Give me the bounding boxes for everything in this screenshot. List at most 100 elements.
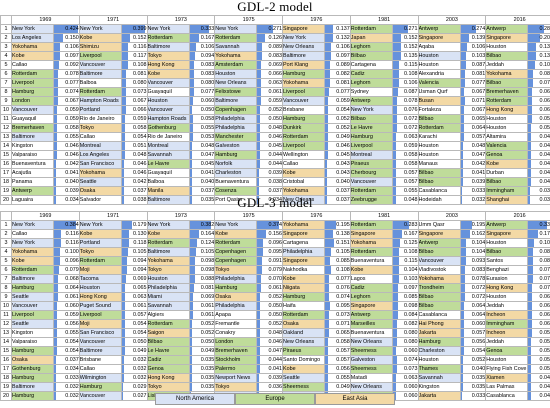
port-name: Houston [485, 238, 529, 248]
score-bar [189, 88, 194, 96]
score-value: 0.081 [336, 80, 350, 86]
score-cell: 0.040 [188, 177, 216, 187]
score-bar [393, 52, 401, 60]
score-bar [189, 257, 196, 265]
score-cell: 0.054 [120, 328, 148, 338]
score-bar [460, 248, 467, 256]
gdl2-table: 1969 1971 1973 1975 1976 1981 2003 2016 1 New Yor… [0, 15, 550, 205]
score-value: 0.064 [471, 312, 486, 318]
port-name: Moji [78, 319, 122, 329]
score-cell: 0.061 [256, 87, 283, 97]
score-value: 0.052 [268, 107, 282, 113]
score-bar [528, 25, 545, 33]
score-cell: 0.117 [120, 51, 148, 61]
score-cell: 0.094 [188, 51, 216, 61]
port-name: Leghorn [349, 42, 393, 52]
port-name: Wellington [282, 150, 325, 160]
score-bar [257, 70, 262, 78]
score-cell: 0.093 [459, 256, 487, 266]
score-value: 0.095 [336, 303, 350, 309]
score-bar [393, 257, 400, 265]
score-value: 0.056 [336, 366, 350, 372]
port-name: Busan [417, 96, 461, 106]
score-bar [325, 374, 329, 382]
score-cell: 0.059 [256, 96, 283, 106]
score-cell: 0.084 [527, 256, 550, 266]
table-row: 13 Kingston 0.055 San Francisco 0.054 Saigon 0… [0, 328, 550, 338]
score-value: 0.082 [404, 321, 418, 327]
port-name: Vancouver [11, 105, 54, 115]
score-bar [528, 311, 532, 319]
score-bar [460, 25, 477, 33]
score-bar [460, 257, 466, 265]
score-value: 0.059 [133, 116, 147, 122]
score-bar [54, 311, 58, 319]
port-name: Trondheim [417, 283, 461, 293]
score-cell: 0.050 [527, 364, 550, 374]
score-value: 0.038 [133, 197, 147, 203]
port-name: Tacoma [78, 274, 122, 284]
port-name: Rotterdam [214, 238, 258, 248]
score-bar [528, 187, 531, 195]
port-name: Baltimore [78, 69, 122, 79]
score-bar [54, 392, 56, 400]
rank-number: 14 [0, 141, 12, 151]
score-bar [122, 61, 128, 69]
score-value: 0.104 [539, 240, 550, 246]
score-value: 0.063 [133, 294, 147, 300]
score-value: 0.055 [200, 125, 215, 131]
score-value: 0.076 [539, 80, 550, 86]
port-name: Puget Sound [78, 301, 122, 311]
rank-number: 3 [0, 42, 12, 52]
port-name: Newport News [214, 373, 258, 383]
score-cell: 0.162 [459, 229, 487, 239]
score-value: 0.046 [65, 143, 79, 149]
port-name: Singapore [282, 24, 325, 34]
score-bar [54, 178, 57, 186]
port-name: Valencia [417, 78, 461, 88]
score-value: 0.095 [268, 249, 282, 255]
score-cell: 0.081 [527, 69, 550, 79]
score-bar [393, 43, 402, 51]
port-name: Hong Kong [146, 60, 190, 70]
score-value: 0.046 [133, 161, 147, 167]
score-bar [460, 97, 465, 105]
score-cell: 0.098 [188, 265, 216, 275]
port-name: Rotterdam [146, 319, 190, 329]
score-cell: 0.106 [391, 78, 419, 88]
score-cell: 0.048 [527, 150, 550, 160]
port-name: Bilbao [417, 114, 461, 124]
score-value: 0.064 [471, 303, 486, 309]
score-cell: 0.274 [459, 24, 487, 34]
port-name: Portland [78, 105, 122, 115]
score-cell: 0.049 [120, 346, 148, 356]
score-cell: 0.135 [391, 51, 419, 61]
score-bar [257, 124, 260, 132]
port-name: Panama [11, 177, 54, 187]
score-bar [122, 311, 126, 319]
port-name: Conakry [214, 328, 258, 338]
score-value: 0.057 [336, 348, 350, 354]
score-bar [325, 284, 330, 292]
table-row: 5 Kobe 0.096 Rotterdam 0.094 Yokohama 0.098 Cop… [0, 256, 550, 266]
score-bar [528, 34, 541, 42]
port-name: Port Klang [282, 60, 325, 70]
score-cell: 0.076 [391, 105, 419, 115]
score-bar [54, 106, 58, 114]
score-value: 0.036 [268, 384, 282, 390]
score-bar [54, 383, 56, 391]
score-value: 0.065 [471, 116, 486, 122]
score-value: 0.137 [336, 26, 350, 32]
port-name: Le Havre [349, 123, 393, 133]
score-bar [122, 160, 125, 168]
score-bar [257, 133, 260, 141]
score-cell: 0.080 [391, 337, 419, 347]
score-cell: 0.080 [120, 78, 148, 88]
score-value: 0.060 [539, 107, 550, 113]
port-name: Kobe [485, 159, 529, 169]
port-name: Salvador [78, 195, 122, 205]
score-bar [189, 142, 193, 150]
score-value: 0.065 [336, 330, 350, 336]
score-cell: 0.052 [256, 105, 283, 115]
port-name: Liverpool [349, 141, 393, 151]
